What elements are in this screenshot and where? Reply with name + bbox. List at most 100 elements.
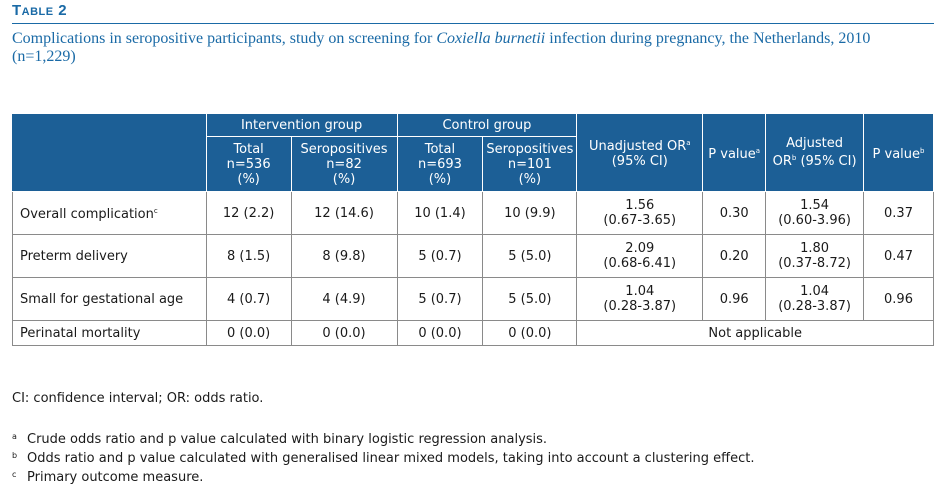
table-header: Intervention group Control group Unadjus… xyxy=(12,113,934,192)
abbreviation-note: CI: confidence interval; OR: odds ratio. xyxy=(12,391,264,406)
cell-adjusted-or: 1.04 (0.28-3.87) xyxy=(765,277,865,321)
cell-adjusted-or: 1.80 (0.37-8.72) xyxy=(765,234,865,278)
subcol-n: n=536 xyxy=(226,156,271,172)
table-body: Overall complicationc 12 (2.2) 12 (14.6)… xyxy=(12,191,934,346)
footnote-text: Primary outcome measure. xyxy=(27,470,204,485)
header-p-value-a: P valuea xyxy=(702,113,767,192)
title-rule xyxy=(12,23,934,24)
row-label: Overall complicationc xyxy=(12,191,207,235)
caption-organism: Coxiella burnetii xyxy=(436,30,546,47)
cell-int-seropositives: 0 (0.0) xyxy=(290,320,398,346)
unadjusted-or-sup: a xyxy=(686,139,691,147)
row-label: Small for gestational age xyxy=(12,277,207,321)
footnote-marker: c xyxy=(12,470,17,479)
table-label: Table 2 xyxy=(12,2,68,19)
table-caption: Complications in seropositive participan… xyxy=(12,30,932,66)
or-value: 1.56 xyxy=(625,198,655,213)
cell-p-value-b: 0.37 xyxy=(863,191,934,235)
ci-value: (0.60-3.96) xyxy=(778,213,851,228)
complications-table: Intervention group Control group Unadjus… xyxy=(12,113,934,346)
cell-unadjusted-or: 1.04 (0.28-3.87) xyxy=(576,277,704,321)
cell-ctl-total: 5 (0.7) xyxy=(396,277,484,321)
subcol-pct: (%) xyxy=(428,171,452,187)
cell-int-total: 12 (2.2) xyxy=(205,191,292,235)
subcol-pct: (%) xyxy=(332,171,356,187)
row-label-text: Overall complication xyxy=(20,207,154,222)
subcol-name: Total xyxy=(424,141,456,157)
p-value-b-text: P value xyxy=(872,146,921,162)
subcol-n: n=693 xyxy=(417,156,462,172)
cell-unadjusted-or: 1.56 (0.67-3.65) xyxy=(576,191,704,235)
cell-ctl-seropositives: 5 (5.0) xyxy=(482,277,578,321)
header-control-group: Control group xyxy=(396,113,578,137)
header-p-value-b: P valueb xyxy=(863,113,934,192)
subcol-pct: (%) xyxy=(237,171,260,187)
cell-ctl-total: 5 (0.7) xyxy=(396,234,484,278)
cell-p-value-b: 0.47 xyxy=(863,234,934,278)
footnote-text: Crude odds ratio and p value calculated … xyxy=(27,432,548,447)
cell-ctl-seropositives: 0 (0.0) xyxy=(482,320,578,346)
header-intervention-group: Intervention group xyxy=(205,113,398,137)
p-value-a-sup: a xyxy=(755,146,761,155)
cell-ctl-total: 10 (1.4) xyxy=(396,191,484,235)
subcol-name: Seropositives xyxy=(486,141,574,157)
cell-int-seropositives: 8 (9.8) xyxy=(290,234,398,278)
header-ctl-total: Total n=693 (%) xyxy=(396,136,484,192)
caption-after: infection during pregnancy, the Netherla… xyxy=(12,30,871,65)
header-adjusted-or: Adjusted ORb (95% CI) xyxy=(765,113,865,192)
cell-not-applicable: Not applicable xyxy=(576,320,934,346)
cell-int-total: 0 (0.0) xyxy=(205,320,292,346)
cell-ctl-seropositives: 5 (5.0) xyxy=(482,234,578,278)
cell-int-seropositives: 12 (14.6) xyxy=(290,191,398,235)
subcol-n: n=101 xyxy=(507,156,552,172)
or-value: 1.04 xyxy=(625,284,655,299)
subcol-name: Seropositives xyxy=(300,141,388,157)
row-label-sup: c xyxy=(153,207,158,215)
or-value: 1.04 xyxy=(800,284,830,299)
cell-p-value-b: 0.96 xyxy=(863,277,934,321)
ci-value: (0.37-8.72) xyxy=(778,256,851,271)
or-value: 2.09 xyxy=(625,241,655,256)
unadjusted-or-text: Unadjusted OR xyxy=(588,139,687,154)
p-value-a-text: P value xyxy=(708,146,756,162)
footnote-c: c Primary outcome measure. xyxy=(12,466,203,487)
adjusted-text: Adjusted xyxy=(786,136,844,151)
cell-p-value-a: 0.20 xyxy=(702,234,767,278)
footnote-text: Odds ratio and p value calculated with g… xyxy=(27,451,755,466)
cell-unadjusted-or: 2.09 (0.68-6.41) xyxy=(576,234,704,278)
footnote-marker: a xyxy=(12,432,17,441)
adjusted-or-text: OR xyxy=(772,154,792,169)
or-value: 1.54 xyxy=(800,198,830,213)
cell-ctl-seropositives: 10 (9.9) xyxy=(482,191,578,235)
subcol-n: n=82 xyxy=(326,156,362,172)
row-label: Perinatal mortality xyxy=(12,320,207,346)
cell-int-total: 8 (1.5) xyxy=(205,234,292,278)
header-ctl-seropositives: Seropositives n=101 (%) xyxy=(482,136,578,192)
or-value: 1.80 xyxy=(800,241,830,256)
unadjusted-ci-text: (95% CI) xyxy=(611,154,668,169)
cell-p-value-a: 0.30 xyxy=(702,191,767,235)
adjusted-or-sup: b xyxy=(791,154,797,162)
adjusted-ci-text: (95% CI) xyxy=(796,154,857,169)
ci-value: (0.67-3.65) xyxy=(603,213,677,228)
header-int-total: Total n=536 (%) xyxy=(205,136,292,192)
ci-value: (0.68-6.41) xyxy=(603,256,677,271)
table-row: Overall complicationc 12 (2.2) 12 (14.6)… xyxy=(12,191,934,235)
header-int-seropositives: Seropositives n=82 (%) xyxy=(290,136,398,192)
ci-value: (0.28-3.87) xyxy=(603,299,677,314)
cell-int-seropositives: 4 (4.9) xyxy=(290,277,398,321)
footnote-b: b Odds ratio and p value calculated with … xyxy=(12,447,754,468)
header-unadjusted-or: Unadjusted ORa (95% CI) xyxy=(576,113,704,192)
cell-adjusted-or: 1.54 (0.60-3.96) xyxy=(765,191,865,235)
row-label: Preterm delivery xyxy=(12,234,207,278)
ci-value: (0.28-3.87) xyxy=(778,299,851,314)
footnote-marker: b xyxy=(12,451,18,460)
table-row: Preterm delivery 8 (1.5) 8 (9.8) 5 (0.7)… xyxy=(12,234,934,278)
table-row: Perinatal mortality 0 (0.0) 0 (0.0) 0 (0… xyxy=(12,320,934,346)
table-row: Small for gestational age 4 (0.7) 4 (4.9… xyxy=(12,277,934,321)
p-value-b-sup: b xyxy=(920,146,925,155)
caption-before: Complications in seropositive participan… xyxy=(12,30,437,47)
cell-p-value-a: 0.96 xyxy=(702,277,767,321)
cell-int-total: 4 (0.7) xyxy=(205,277,292,321)
cell-ctl-total: 0 (0.0) xyxy=(396,320,484,346)
